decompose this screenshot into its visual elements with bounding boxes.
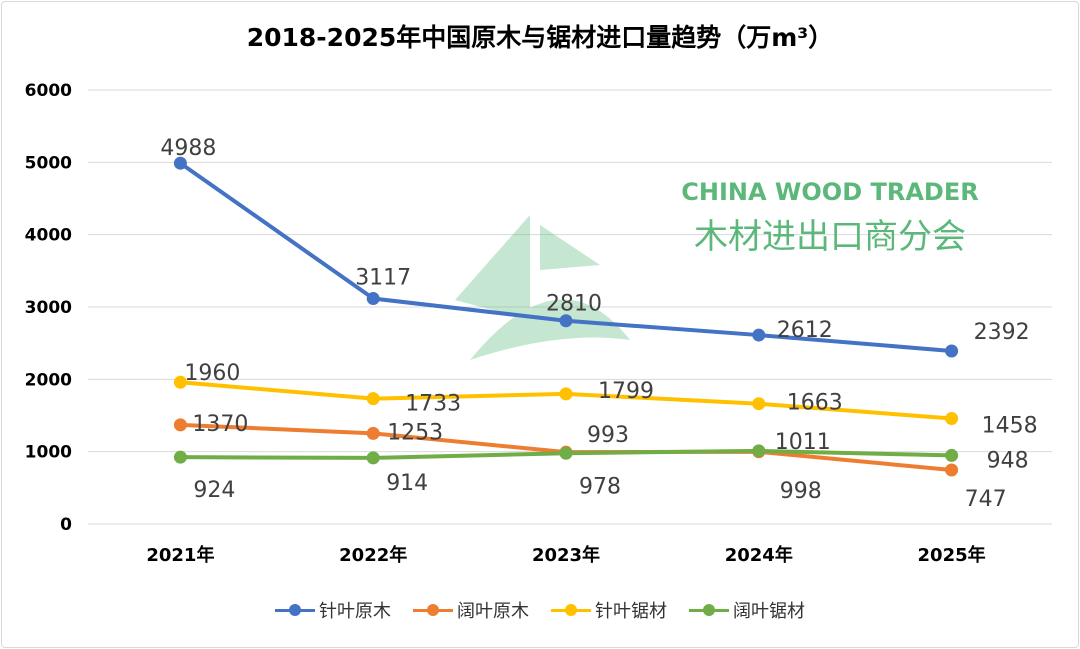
data-point — [559, 314, 573, 328]
y-tick-label: 5000 — [25, 153, 72, 173]
y-tick-label: 4000 — [25, 226, 72, 246]
data-label: 1960 — [184, 361, 240, 386]
data-point — [752, 397, 766, 411]
watermark-logo — [455, 215, 630, 360]
data-label: 1799 — [598, 379, 654, 404]
data-label: 1663 — [787, 391, 843, 416]
data-point — [173, 156, 187, 170]
y-tick-label: 2000 — [25, 370, 72, 390]
legend-label: 针叶原木 — [319, 601, 391, 622]
legend-item: 针叶锯材 — [551, 597, 667, 623]
data-label: 747 — [965, 487, 1007, 512]
data-point — [366, 292, 380, 306]
x-tick-label: 2021年 — [146, 544, 214, 566]
data-label: 924 — [193, 478, 235, 503]
data-point — [752, 328, 766, 342]
legend-marker-icon — [551, 600, 591, 620]
data-point — [559, 387, 573, 401]
data-label: 998 — [780, 479, 822, 504]
data-point — [173, 450, 187, 464]
data-point — [559, 446, 573, 460]
y-tick-label: 3000 — [25, 298, 72, 318]
data-label: 2612 — [777, 318, 833, 343]
x-tick-label: 2023年 — [532, 544, 600, 566]
data-label: 978 — [579, 474, 621, 499]
data-label: 993 — [587, 423, 629, 448]
data-point — [366, 426, 380, 440]
data-label: 1458 — [982, 414, 1038, 439]
data-point — [945, 463, 959, 477]
x-tick-label: 2024年 — [725, 544, 793, 566]
legend-marker-icon — [413, 600, 453, 620]
data-point — [366, 451, 380, 465]
data-label: 2392 — [974, 320, 1030, 345]
legend-item: 阔叶锯材 — [689, 597, 805, 623]
data-label: 948 — [987, 448, 1029, 473]
legend-marker-icon — [689, 600, 729, 620]
legend: 针叶原木 阔叶原木 针叶锯材 阔叶锯材 — [0, 597, 1080, 623]
legend-item: 阔叶原木 — [413, 597, 529, 623]
data-point — [945, 344, 959, 358]
x-tick-label: 2022年 — [339, 544, 407, 566]
data-point — [752, 444, 766, 458]
data-label: 1370 — [192, 412, 248, 437]
legend-label: 针叶锯材 — [595, 601, 667, 622]
x-tick-label: 2025年 — [918, 544, 986, 566]
data-label: 914 — [386, 471, 428, 496]
legend-item: 针叶原木 — [275, 597, 391, 623]
data-point — [173, 418, 187, 432]
data-point — [173, 375, 187, 389]
legend-label: 阔叶原木 — [457, 601, 529, 622]
data-point — [945, 448, 959, 462]
watermark-cn: 木材进出口商分会 — [694, 217, 966, 257]
data-point — [366, 392, 380, 406]
data-point — [945, 412, 959, 426]
data-label: 3117 — [355, 266, 411, 291]
legend-marker-icon — [275, 600, 315, 620]
y-tick-label: 0 — [60, 515, 72, 535]
data-label: 4988 — [160, 136, 216, 161]
data-label: 2810 — [546, 292, 602, 317]
watermark-en: CHINA WOOD TRADER — [681, 178, 978, 206]
legend-label: 阔叶锯材 — [733, 601, 805, 622]
data-label: 1733 — [405, 392, 461, 417]
data-label: 1253 — [387, 420, 443, 445]
data-label: 1011 — [775, 430, 831, 455]
y-tick-label: 6000 — [25, 81, 72, 101]
y-tick-label: 1000 — [25, 443, 72, 463]
chart-title: 2018-2025年中国原木与锯材进口量趋势（万m³） — [246, 23, 834, 52]
